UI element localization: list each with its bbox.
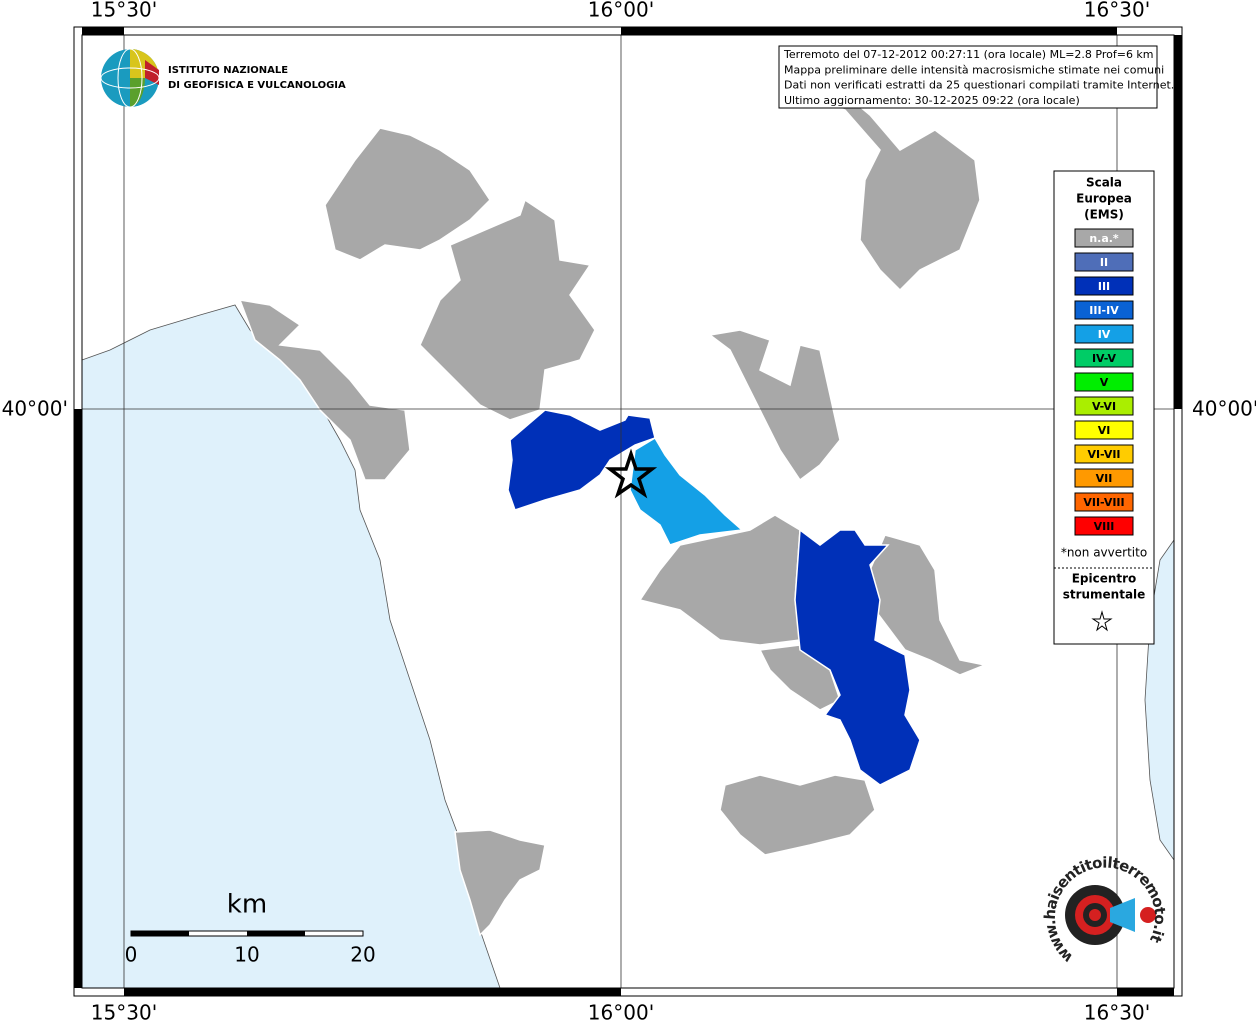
legend-swatch xyxy=(1074,276,1134,296)
lon-label: 15°30' xyxy=(91,0,157,22)
scale-tick-label: 20 xyxy=(350,943,375,967)
scale-tick-label: 10 xyxy=(234,943,259,967)
legend-swatch xyxy=(1074,420,1134,440)
lon-label: 16°30' xyxy=(1084,0,1150,22)
legend-label: IV-V xyxy=(1092,352,1117,365)
legend-swatch xyxy=(1074,324,1134,344)
legend-label: IV xyxy=(1098,328,1111,341)
municipality xyxy=(719,774,876,856)
lon-label: 16°00' xyxy=(588,1001,654,1025)
municipality xyxy=(419,198,596,421)
logo-text: DI GEOFISICA E VULCANOLOGIA xyxy=(168,80,346,91)
legend-label: II xyxy=(1100,256,1108,269)
municipality xyxy=(238,299,411,481)
legend-epicenter: strumentale xyxy=(1063,588,1146,602)
legend-title: Europea xyxy=(1076,192,1132,206)
scale-unit: km xyxy=(227,890,267,920)
legend-swatch xyxy=(1074,444,1134,464)
legend-label: n.a.* xyxy=(1089,232,1119,245)
lon-label: 16°00' xyxy=(588,0,654,22)
ingv-logo xyxy=(100,48,160,108)
watermark-logo xyxy=(1065,885,1156,945)
legend-note: *non avvertito xyxy=(1061,546,1147,560)
municipality xyxy=(779,89,981,292)
legend-swatch xyxy=(1074,300,1134,320)
lat-label: 40°00' xyxy=(1192,397,1256,421)
legend-label: III-IV xyxy=(1089,304,1119,317)
legend-swatch xyxy=(1074,516,1134,536)
legend-epicenter: Epicentro xyxy=(1072,572,1137,586)
legend-swatch xyxy=(1074,468,1134,488)
legend-swatch xyxy=(1074,396,1134,416)
municipality-iii xyxy=(794,528,921,786)
scale-tick-label: 0 xyxy=(125,943,138,967)
municipality xyxy=(324,127,491,261)
municipality xyxy=(708,329,841,482)
info-line: Terremoto del 07-12-2012 00:27:11 (ora l… xyxy=(783,48,1154,61)
legend-swatch xyxy=(1074,252,1134,272)
legend-label: V xyxy=(1100,376,1109,389)
info-line: Dati non verificati estratti da 25 quest… xyxy=(784,79,1174,92)
municipality xyxy=(638,514,801,646)
municipalities xyxy=(238,89,988,937)
legend-swatch xyxy=(1074,228,1134,248)
legend-swatch xyxy=(1074,372,1134,392)
legend-label: VII-VIII xyxy=(1083,496,1124,509)
frame xyxy=(73,26,1183,997)
epicenter-star xyxy=(604,448,658,499)
municipality xyxy=(454,829,546,937)
municipality-iv xyxy=(629,436,744,546)
scale-bar xyxy=(130,930,364,937)
legend-label: V-VI xyxy=(1092,400,1116,413)
legend-star xyxy=(1091,610,1113,632)
legend-label: III xyxy=(1098,280,1110,293)
info-line: Ultimo aggiornamento: 30-12-2025 09:22 (… xyxy=(784,94,1080,107)
lon-label: 15°30' xyxy=(91,1001,157,1025)
legend-label: VII xyxy=(1096,472,1113,485)
legend-title: Scala xyxy=(1086,176,1122,190)
legend-label: VI-VII xyxy=(1087,448,1120,461)
sea xyxy=(81,304,501,989)
info-box xyxy=(778,45,1158,109)
municipality-iii xyxy=(507,409,656,511)
legend-label: VIII xyxy=(1094,520,1115,533)
legend-swatch xyxy=(1074,492,1134,512)
lon-label: 16°30' xyxy=(1084,1001,1150,1025)
legend-swatch xyxy=(1074,348,1134,368)
lat-label: 40°00' xyxy=(2,397,68,421)
logo-text: ISTITUTO NAZIONALE xyxy=(168,65,288,76)
info-line: Mappa preliminare delle intensità macros… xyxy=(784,63,1164,76)
legend-title: (EMS) xyxy=(1084,208,1124,222)
legend-label: VI xyxy=(1098,424,1111,437)
